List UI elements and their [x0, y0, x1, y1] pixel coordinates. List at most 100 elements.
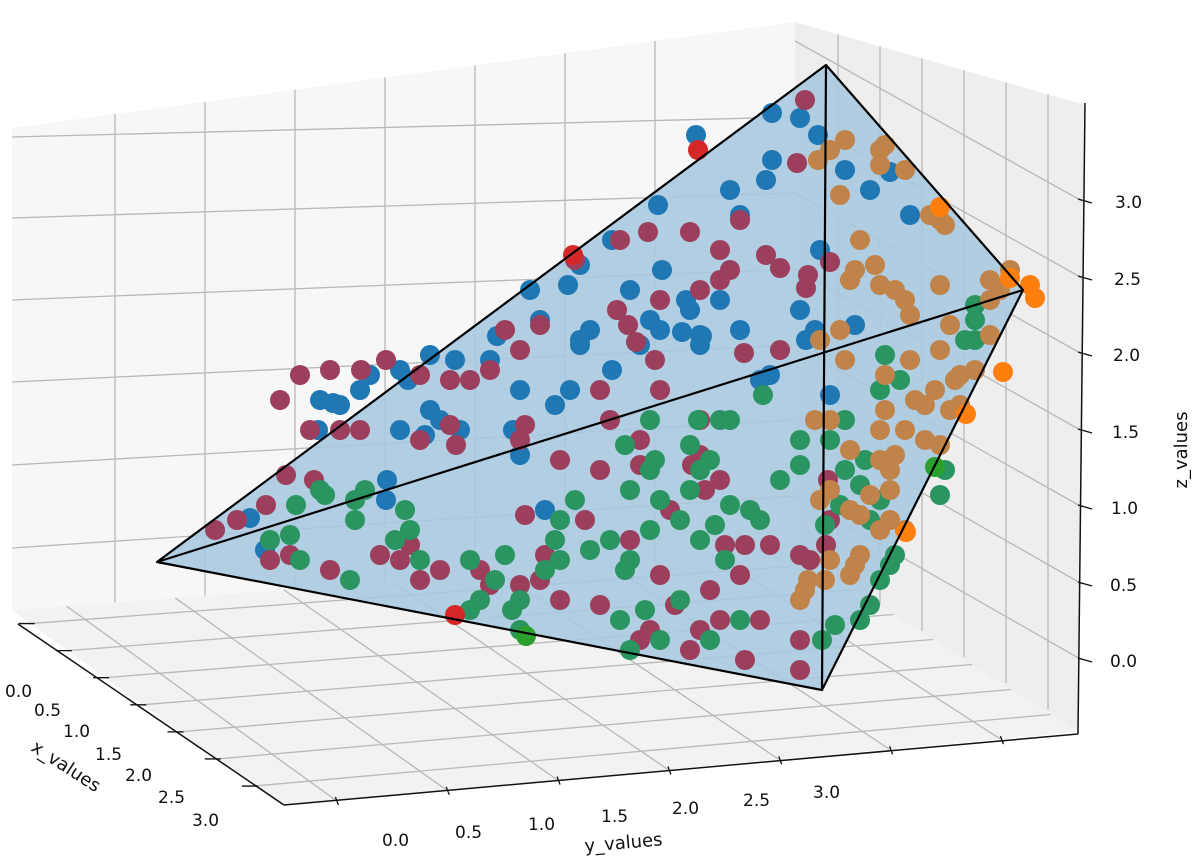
data-point	[510, 575, 530, 595]
data-point	[276, 465, 296, 485]
data-point	[730, 565, 750, 585]
data-point	[753, 385, 773, 405]
data-point	[715, 550, 735, 570]
data-point	[590, 380, 610, 400]
data-point	[690, 280, 710, 300]
data-point	[535, 500, 555, 520]
data-point	[350, 420, 370, 440]
data-point	[550, 450, 570, 470]
data-point	[650, 490, 670, 510]
data-point	[680, 300, 700, 320]
data-point	[790, 300, 810, 320]
x-tick-label: 2.5	[158, 788, 185, 808]
data-point	[735, 650, 755, 670]
data-point	[796, 278, 816, 298]
data-point	[875, 135, 895, 155]
data-point	[495, 320, 515, 340]
data-point	[735, 535, 755, 555]
data-point	[730, 210, 750, 230]
z-tick-label: 2.5	[1114, 270, 1141, 290]
data-point	[688, 410, 708, 430]
data-point	[345, 510, 365, 530]
data-point	[410, 365, 430, 385]
data-point	[227, 510, 247, 530]
data-point	[565, 490, 585, 510]
data-point	[715, 535, 735, 555]
y-tick-label: 0.0	[382, 831, 409, 851]
data-point	[870, 420, 890, 440]
data-point	[734, 343, 754, 363]
data-point	[865, 255, 885, 275]
y-tick-labels: 0.0 0.5 1.0 1.5 2.0 2.5 3.0	[382, 783, 840, 851]
data-point	[580, 540, 600, 560]
data-point	[351, 360, 371, 380]
data-point	[810, 490, 830, 510]
data-point	[515, 415, 535, 435]
data-point	[610, 610, 630, 630]
data-point	[640, 460, 660, 480]
data-point	[410, 430, 430, 450]
data-point	[480, 360, 500, 380]
data-point	[1025, 288, 1045, 308]
data-point	[410, 570, 430, 590]
data-point	[730, 320, 750, 340]
data-point	[620, 530, 640, 550]
x-tick-label: 1.0	[63, 722, 90, 742]
data-point	[420, 345, 440, 365]
data-point	[620, 640, 640, 660]
tetra-edge-left-right	[156, 288, 1024, 564]
data-point	[762, 150, 782, 170]
data-point	[670, 590, 690, 610]
data-point	[930, 485, 950, 505]
data-point	[790, 108, 810, 128]
data-point	[710, 610, 730, 630]
data-point	[835, 160, 855, 180]
data-point	[830, 320, 850, 340]
data-point	[530, 315, 550, 335]
data-point	[756, 245, 776, 265]
data-point	[815, 570, 835, 590]
data-point	[558, 275, 578, 295]
data-point	[290, 365, 310, 385]
data-point	[930, 340, 950, 360]
data-point	[895, 420, 915, 440]
series-green	[260, 295, 985, 660]
data-point	[720, 410, 740, 430]
data-point	[550, 510, 570, 530]
data-point	[690, 460, 710, 480]
data-point	[516, 626, 536, 646]
data-point	[756, 170, 776, 190]
data-point	[993, 362, 1013, 382]
data-point	[648, 195, 668, 215]
data-point	[940, 315, 960, 335]
data-point	[550, 550, 570, 570]
x-axis-line	[17, 623, 285, 806]
data-point	[808, 125, 828, 145]
data-point	[330, 420, 350, 440]
z-axis-line	[1077, 102, 1086, 735]
data-point	[615, 560, 635, 580]
data-point	[400, 520, 420, 540]
data-point	[820, 410, 840, 430]
data-point	[850, 545, 870, 565]
y-axis-label: y_values	[584, 829, 664, 857]
data-point	[686, 125, 706, 145]
data-point	[650, 630, 670, 650]
data-point	[830, 185, 850, 205]
data-point	[640, 520, 660, 540]
data-point	[652, 260, 672, 280]
data-point	[1000, 268, 1020, 288]
data-point	[825, 615, 845, 635]
data-point	[795, 90, 815, 110]
data-point	[808, 150, 828, 170]
data-point	[460, 550, 480, 570]
data-point	[900, 350, 920, 370]
data-point	[710, 240, 730, 260]
data-point	[550, 590, 570, 610]
data-point	[445, 350, 465, 370]
data-point	[885, 445, 905, 465]
data-point	[690, 335, 710, 355]
data-point	[955, 330, 975, 350]
data-point	[640, 410, 660, 430]
data-point	[600, 530, 620, 550]
